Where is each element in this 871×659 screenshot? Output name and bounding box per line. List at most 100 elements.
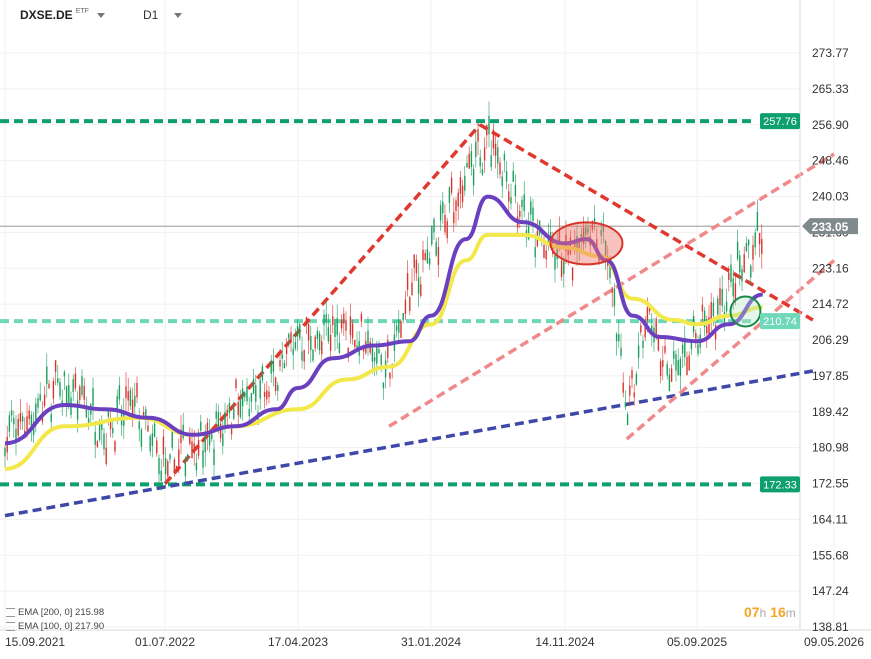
candle: [470, 151, 473, 167]
candle: [268, 391, 270, 397]
candle: [294, 341, 297, 349]
y-tick-label: 214.72: [812, 297, 849, 311]
candle: [338, 342, 341, 353]
candle: [4, 447, 6, 457]
horizontal-levels: [0, 119, 800, 487]
candle: [479, 157, 481, 167]
candle: [622, 382, 624, 393]
candle: [129, 390, 132, 406]
legend-label: EMA [100, 0]: [18, 621, 73, 632]
candle: [404, 299, 407, 314]
candle: [138, 421, 140, 430]
candle: [334, 318, 336, 337]
candle: [301, 351, 303, 361]
candle: [140, 429, 143, 447]
candle: [725, 301, 728, 312]
candle: [191, 441, 193, 458]
timeframe-selector[interactable]: D1: [143, 8, 183, 22]
candle: [244, 392, 246, 398]
candle: [560, 260, 563, 277]
candle: [288, 334, 290, 339]
candle: [677, 360, 679, 375]
candle: [488, 116, 490, 135]
candle: [521, 199, 523, 208]
candle: [189, 436, 191, 444]
candle: [213, 448, 215, 466]
candle: [65, 386, 68, 404]
candle: [285, 345, 288, 355]
candle: [321, 341, 323, 355]
candle: [241, 388, 244, 407]
candle: [611, 287, 613, 293]
candle: [712, 302, 715, 317]
candle: [382, 382, 385, 389]
countdown-h-unit: h: [759, 606, 767, 620]
candle: [316, 330, 319, 339]
trendline-red: [163, 123, 482, 485]
candle: [74, 373, 77, 389]
candle: [761, 239, 763, 254]
candle: [723, 312, 726, 327]
candle: [193, 443, 195, 454]
candle: [706, 326, 708, 334]
candle: [758, 233, 761, 245]
candle: [270, 361, 272, 374]
candle: [266, 390, 268, 400]
candle: [327, 327, 330, 342]
candle: [149, 436, 151, 452]
symbol-type: ETF: [75, 8, 89, 15]
candle: [582, 227, 585, 245]
candle: [461, 185, 464, 203]
candle: [94, 431, 96, 445]
candle: [373, 357, 376, 362]
candle: [178, 449, 180, 466]
candle: [593, 218, 596, 225]
candle: [226, 409, 228, 416]
candle: [343, 313, 345, 324]
candle: [389, 372, 391, 379]
y-tick-label: 256.90: [812, 118, 849, 132]
candle: [211, 434, 213, 440]
candle: [114, 441, 116, 452]
candle: [164, 458, 167, 475]
candle: [752, 244, 754, 260]
candle: [690, 340, 693, 350]
candle: [384, 360, 387, 378]
candle: [417, 277, 420, 294]
candle: [224, 412, 226, 425]
candle: [666, 363, 668, 376]
candle: [28, 410, 30, 419]
candle: [585, 227, 587, 235]
candle: [534, 247, 536, 258]
candle: [246, 386, 248, 402]
candle: [743, 254, 745, 273]
candle: [41, 416, 44, 422]
candle: [83, 385, 85, 400]
candle: [563, 260, 565, 275]
candle: [721, 289, 723, 307]
candle: [732, 278, 734, 297]
candle: [13, 418, 15, 425]
legend-ema100[interactable]: EMA [100, 0] 217.90: [6, 621, 104, 632]
candle: [475, 141, 477, 158]
legend-ema200[interactable]: EMA [200, 0] 215.98: [6, 607, 104, 618]
candle: [376, 347, 378, 364]
candle: [433, 218, 435, 233]
candle: [411, 282, 413, 296]
candle: [754, 232, 756, 248]
countdown-minutes: 16: [770, 604, 786, 620]
candle: [354, 339, 356, 348]
candle: [413, 254, 415, 268]
candle: [428, 258, 431, 265]
candle: [329, 334, 332, 351]
candle: [490, 155, 492, 167]
candle: [600, 229, 602, 236]
level-tag: 210.74: [763, 316, 797, 328]
symbol-selector[interactable]: DXSE.DE ETF: [20, 8, 105, 22]
candle: [486, 125, 488, 136]
candle: [10, 410, 13, 416]
candle: [578, 240, 580, 251]
candle: [87, 418, 90, 426]
candle: [640, 325, 642, 333]
